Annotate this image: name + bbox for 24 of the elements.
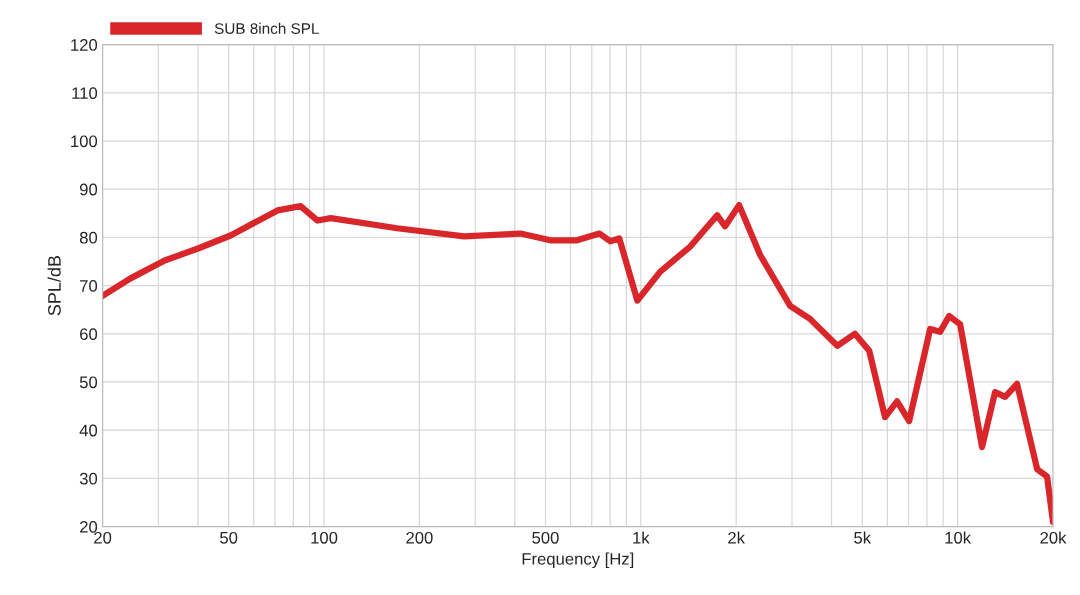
x-axis-title: Frequency [Hz] — [522, 552, 634, 569]
x-tick-label: 200 — [406, 531, 433, 544]
y-axis-title: SPL/dB — [47, 255, 61, 316]
x-tick-label: 20 — [94, 531, 112, 544]
x-tick-label: 100 — [311, 531, 338, 544]
y-tick-label: 120 — [71, 39, 98, 51]
x-tick-label: 10k — [945, 531, 972, 544]
x-tick-label: 500 — [532, 531, 559, 544]
y-tick-label: 80 — [79, 231, 98, 244]
y-tick-label: 40 — [79, 424, 98, 437]
y-tick-label: 20 — [80, 520, 98, 533]
text: SUB 8inch SPL — [214, 22, 319, 34]
y-tick-label: 70 — [80, 280, 98, 292]
x-tick-label: 2k — [728, 531, 746, 544]
y-tick-label: 60 — [80, 328, 98, 340]
x-tick-label: 1k — [633, 531, 650, 544]
y-tick-label: 110 — [72, 87, 98, 100]
y-tick-label: 30 — [79, 472, 98, 485]
x-tick-label: 5k — [854, 531, 872, 544]
x-tick-label: 50 — [220, 531, 238, 544]
y-tick-label: 90 — [79, 183, 98, 196]
y-tick-label: 100 — [71, 135, 98, 148]
x-tick-label: 20k — [1040, 531, 1067, 544]
y-tick-label: 50 — [79, 376, 98, 389]
